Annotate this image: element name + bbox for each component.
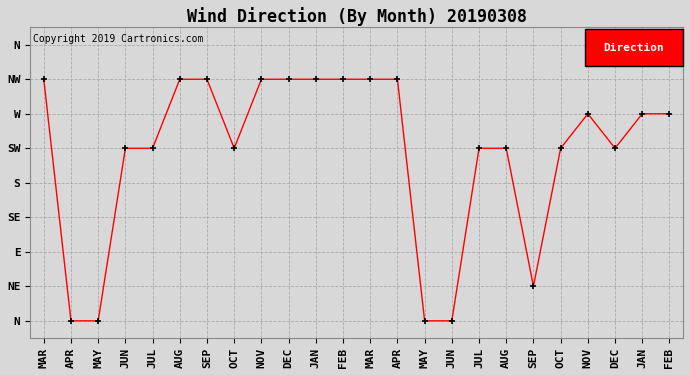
Text: Copyright 2019 Cartronics.com: Copyright 2019 Cartronics.com [33, 34, 204, 44]
Title: Wind Direction (By Month) 20190308: Wind Direction (By Month) 20190308 [186, 7, 526, 26]
Text: Direction: Direction [604, 43, 664, 52]
FancyBboxPatch shape [585, 29, 683, 66]
